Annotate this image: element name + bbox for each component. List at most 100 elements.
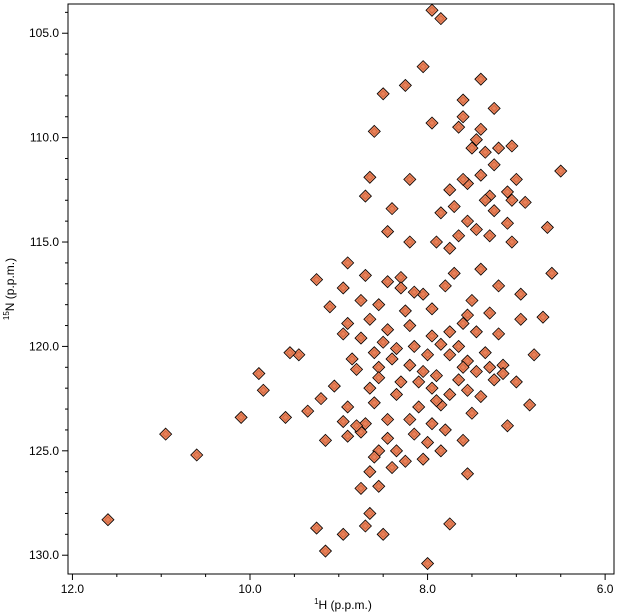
- peak: [407, 285, 421, 299]
- peak: [509, 375, 523, 389]
- peak-contour: [433, 238, 440, 246]
- peak-contour: [348, 355, 356, 363]
- peak: [527, 348, 541, 362]
- peak: [460, 467, 475, 481]
- peak-contour: [330, 382, 338, 390]
- peak: [318, 544, 333, 558]
- peak-contour: [437, 340, 445, 348]
- plot-frame: [67, 3, 615, 575]
- peak: [509, 172, 523, 186]
- peak: [523, 398, 537, 412]
- peak: [354, 293, 368, 308]
- peak: [310, 273, 324, 287]
- peak-contour: [450, 269, 458, 277]
- peak: [389, 341, 404, 356]
- peak-contour: [401, 457, 409, 465]
- peak-contour: [468, 297, 476, 304]
- peak-contour: [379, 338, 387, 346]
- peak: [429, 235, 444, 249]
- peak: [425, 302, 439, 316]
- peak-contour: [317, 395, 325, 403]
- peak: [301, 404, 315, 418]
- peak-contour: [353, 365, 360, 373]
- peak: [381, 225, 395, 239]
- peak-contour: [410, 430, 418, 438]
- peak-contour: [464, 357, 471, 365]
- peak-contour: [472, 328, 480, 336]
- peak-contour: [481, 148, 489, 156]
- peak-contour: [504, 422, 511, 430]
- peak: [514, 312, 528, 326]
- peak-contour: [433, 397, 440, 405]
- peak-contour: [459, 113, 467, 121]
- peak-contour: [322, 436, 329, 444]
- peak-contour: [472, 136, 480, 144]
- y-tick-label: 110.0: [30, 131, 59, 145]
- peak: [474, 168, 488, 182]
- peak-contour: [255, 370, 263, 377]
- peak-contour: [490, 207, 498, 215]
- peak: [425, 417, 439, 431]
- peak-contour: [464, 470, 471, 478]
- x-tick-label: 10.0: [238, 582, 262, 596]
- peak: [407, 339, 421, 353]
- peak: [478, 346, 492, 360]
- peak-contour: [406, 175, 414, 183]
- peak-contour: [397, 378, 405, 386]
- peak-contour: [517, 290, 525, 298]
- peak-contour: [339, 530, 347, 538]
- peak-contour: [295, 351, 303, 359]
- peak-contour: [499, 370, 507, 377]
- peak-contour: [375, 447, 383, 455]
- peak-contour: [313, 524, 321, 532]
- peak-contour: [481, 196, 489, 204]
- peak: [403, 318, 417, 333]
- peak-contour: [344, 259, 352, 267]
- peak-contour: [361, 272, 369, 279]
- peak: [323, 300, 337, 314]
- peak-contour: [464, 311, 471, 319]
- peak: [492, 327, 506, 341]
- peak-contour: [455, 376, 463, 384]
- peak: [336, 527, 350, 541]
- peak-contour: [437, 209, 445, 217]
- peak-contour: [375, 374, 383, 382]
- peak-contour: [472, 226, 480, 233]
- peak-contour: [455, 123, 463, 131]
- peak-contour: [548, 269, 556, 277]
- peak-contour: [366, 384, 374, 392]
- peak: [349, 362, 364, 376]
- peak-contour: [428, 6, 436, 14]
- peak: [540, 220, 554, 234]
- peak: [456, 172, 470, 186]
- peak: [190, 448, 204, 462]
- peak-contour: [486, 363, 494, 371]
- peak-contour: [437, 447, 445, 455]
- peak: [336, 281, 350, 295]
- peak-contour: [477, 125, 485, 133]
- peak: [389, 387, 404, 402]
- peak-contour: [477, 75, 485, 83]
- peak: [456, 433, 470, 447]
- peak: [514, 287, 528, 301]
- peak-contour: [397, 284, 405, 292]
- peak: [345, 352, 359, 366]
- peak: [416, 287, 430, 301]
- peak: [443, 183, 457, 197]
- peak: [372, 298, 386, 312]
- peak-contour: [415, 403, 423, 411]
- peak: [425, 3, 439, 17]
- peak: [420, 435, 435, 450]
- peak: [310, 521, 324, 535]
- peak-contour: [406, 322, 414, 329]
- peak: [385, 202, 399, 216]
- peak-contour: [433, 372, 440, 380]
- peak: [398, 304, 412, 318]
- peak-contour: [401, 307, 409, 315]
- y-tick-label: 130.0: [29, 548, 59, 562]
- peak-contour: [459, 320, 467, 327]
- peak: [398, 78, 412, 92]
- peak-contour: [286, 349, 294, 357]
- peak-contour: [361, 192, 369, 200]
- peak: [381, 431, 395, 445]
